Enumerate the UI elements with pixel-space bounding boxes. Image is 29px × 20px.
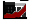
Text: Temperature Anomaly (ºC)
Aligned over 1981-2010 w/offset: Temperature Anomaly (ºC) Aligned over 19… xyxy=(0,0,29,20)
Legend: NASA Goddard Institute for Space Studies, Hadley Center/Climatic Research Unit, : NASA Goddard Institute for Space Studies… xyxy=(20,18,29,20)
